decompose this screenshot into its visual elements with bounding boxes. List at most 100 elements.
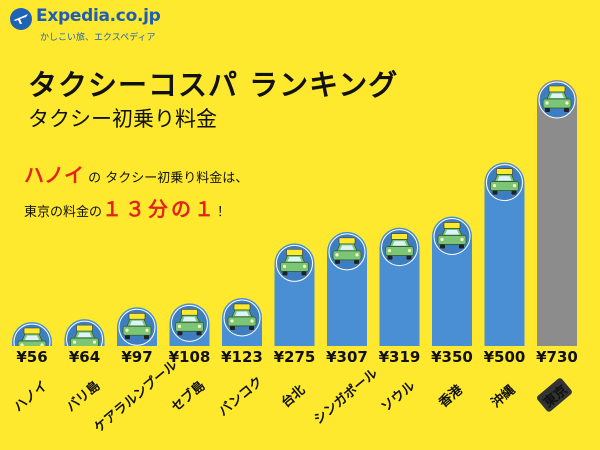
taxi-sign [548,85,566,93]
callout-fare-text: タクシー初乗り料金は、 [105,171,249,186]
taxi-wheel [249,325,254,330]
taxi-light [282,264,287,268]
taxi-wheel [230,325,235,330]
taxi-sign [391,233,408,240]
taxi-light [565,101,569,105]
taxi-sign [76,324,93,332]
taxi-body [280,261,309,272]
taxi-light [407,248,412,253]
value-label: ¥108 [169,348,211,366]
taxi-wheel [459,244,464,249]
taxi-sign [23,327,41,335]
value-label: ¥500 [484,348,526,366]
label-band [0,346,600,450]
taxi-window [25,335,39,340]
brand-tagline: かしこい旅、エクスペディア [40,33,156,43]
callout-suffix: ！ [217,205,231,220]
taxi-window [392,241,407,246]
taxi-sign [233,303,251,311]
taxi-sign [128,312,146,320]
taxi-wheel [440,244,445,249]
taxi-window [287,256,302,262]
taxi-sign [286,249,303,256]
taxi-sign [443,222,461,229]
taxi-body [542,98,572,109]
taxi-wheel [387,255,393,260]
expedia-logo: Expedia.co.jp かしこい旅、エクスペディア [10,6,180,52]
taxi-wheel [177,331,183,336]
taxi-sign [496,168,513,175]
taxi-light [512,183,517,188]
callout-line-2: 東京の料金の１３分の１！ [24,194,294,228]
taxi-light [145,328,149,332]
taxi-light [197,324,202,328]
taxi-light [177,324,182,328]
taxi-wheel [144,335,149,340]
taxi-window [340,245,354,250]
value-label: ¥307 [326,348,368,366]
taxi-body [227,316,257,327]
callout-text: ハノイ の タクシー初乗り料金は、 東京の料金の１３分の１！ [24,160,294,228]
bar [484,162,525,400]
taxi-light [92,340,97,344]
taxi-body [122,325,152,336]
taxi-wheel [406,255,412,260]
value-label: ¥56 [16,348,47,366]
callout-no: の [88,171,102,186]
taxi-light [40,343,44,347]
taxi-light [440,237,444,242]
taxi-light [302,264,307,268]
taxi-window [550,93,564,98]
taxi-window [77,332,92,338]
highlight-badge [536,378,572,412]
value-label: ¥350 [431,348,473,366]
taxi-light [230,319,234,323]
taxi-light [355,253,359,257]
callout-ratio: １３分の１ [102,197,218,221]
taxi-wheel [564,108,569,112]
page-title: タクシーコスパ ランキング [28,68,399,102]
taxi-light [545,101,549,105]
bar-group [537,80,577,400]
taxi-wheel [335,259,340,264]
value-label: ¥319 [379,348,421,366]
callout-line-1: ハノイ の タクシー初乗り料金は、 [24,160,294,194]
taxi-body [332,250,362,261]
taxi-wheel [301,271,307,276]
taxi-wheel [511,190,517,195]
value-label: ¥64 [69,348,100,366]
taxi-wheel [125,335,130,340]
brand-name: Expedia.co.jp [36,6,161,26]
taxi-wheel [196,331,202,336]
taxi-light [460,237,464,242]
bar-group [484,162,525,400]
taxi-wheel [545,108,550,112]
taxi-wheel [282,271,288,276]
taxi-window [182,316,197,322]
airplane-icon [10,8,32,30]
page-subtitle: タクシー初乗り料金 [28,107,217,131]
taxi-light [335,253,339,257]
taxi-body [490,181,519,191]
taxi-light [492,183,497,188]
taxi-light [387,248,392,253]
callout-hanoi: ハノイ [24,163,84,187]
value-label: ¥123 [221,348,263,366]
taxi-window [497,176,512,181]
taxi-sign [181,309,198,316]
taxi-body [385,246,414,256]
taxi-sign [338,237,356,245]
taxi-wheel [354,259,359,264]
value-label: ¥275 [274,348,316,366]
taxi-wheel [492,190,498,195]
taxi-window [130,320,144,326]
taxi-light [72,340,77,344]
value-label: ¥97 [121,348,152,366]
taxi-window [445,229,459,235]
taxi-light [250,319,254,323]
taxi-body [437,235,467,245]
bar [537,80,577,400]
taxi-body [175,321,204,332]
taxi-window [235,311,249,316]
taxi-light [20,343,24,347]
